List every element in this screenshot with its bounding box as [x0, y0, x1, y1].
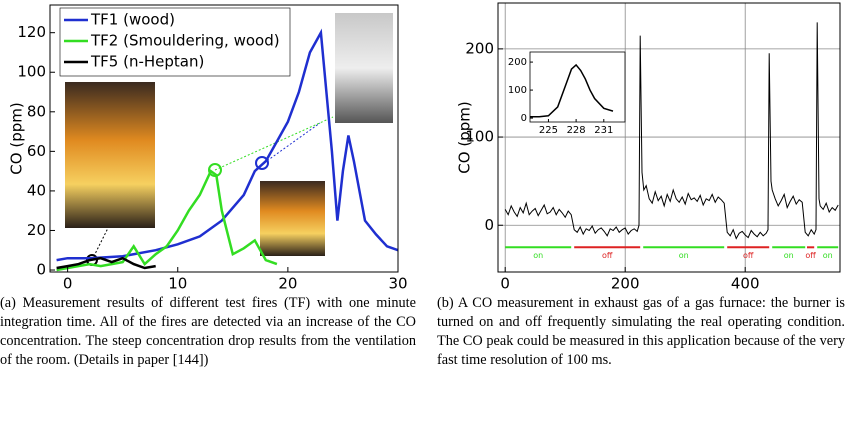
state-label: off	[743, 251, 754, 260]
inset-x-tick-label: 231	[594, 125, 613, 136]
x-tick-label: 0	[63, 275, 73, 291]
state-label: on	[533, 251, 543, 260]
annotation-line	[263, 122, 321, 164]
legend-label: TF1 (wood)	[90, 11, 175, 29]
annotation-line	[214, 116, 334, 171]
inset-y-tick-label: 100	[508, 85, 527, 96]
state-label: off	[805, 251, 816, 260]
inset-y-tick-label: 0	[521, 113, 527, 124]
inset-y-tick-label: 200	[508, 57, 527, 68]
y-tick-label: 80	[27, 102, 46, 120]
legend-label: TF5 (n-Heptan)	[90, 53, 204, 71]
data-line	[56, 256, 156, 270]
y-tick-label: 60	[27, 142, 46, 160]
x-tick-label: 10	[168, 275, 187, 291]
plot-frame	[497, 2, 841, 273]
data-line	[504, 22, 839, 240]
state-label: off	[602, 251, 613, 260]
inset-x-tick-label: 228	[567, 125, 586, 136]
figure: 0102030020406080100120time after firing …	[8, 2, 841, 291]
y-tick-label: 20	[27, 221, 46, 239]
state-label: on	[784, 251, 794, 260]
y-tick-label: 0	[484, 216, 494, 234]
y-tick-label: 40	[27, 181, 46, 199]
data-line	[56, 28, 399, 262]
photo-fire	[65, 82, 155, 228]
annotation-circle	[208, 163, 222, 177]
y-tick-label: 200	[465, 39, 494, 57]
photo-smoke	[335, 13, 393, 123]
legend-box	[59, 7, 291, 77]
y-axis-label: CO (ppm)	[456, 101, 474, 173]
x-tick-label: 200	[611, 275, 640, 291]
caption-a: (a) Measurement results of different tes…	[0, 295, 416, 368]
inset-line	[530, 63, 614, 118]
y-tick-label: 120	[17, 23, 46, 41]
state-label: on	[679, 251, 689, 260]
state-label: on	[823, 251, 833, 260]
x-tick-label: 400	[731, 275, 760, 291]
y-tick-label: 100	[465, 128, 494, 146]
x-tick-label: 20	[278, 275, 297, 291]
caption-b: (b) A CO measurement in exhaust gas of a…	[437, 295, 845, 368]
plot-frame	[49, 4, 399, 273]
photo-heptan	[260, 181, 325, 256]
y-tick-label: 0	[36, 261, 46, 279]
x-tick-label: 30	[388, 275, 407, 291]
x-tick-label: 0	[500, 275, 510, 291]
data-line	[56, 169, 278, 272]
inset-x-tick-label: 225	[539, 125, 558, 136]
annotation-circle	[255, 156, 269, 170]
y-tick-label: 100	[17, 63, 46, 81]
inset-frame	[529, 51, 626, 123]
legend-label: TF2 (Smouldering, wood)	[90, 32, 280, 50]
y-axis-label: CO (ppm)	[8, 102, 26, 174]
